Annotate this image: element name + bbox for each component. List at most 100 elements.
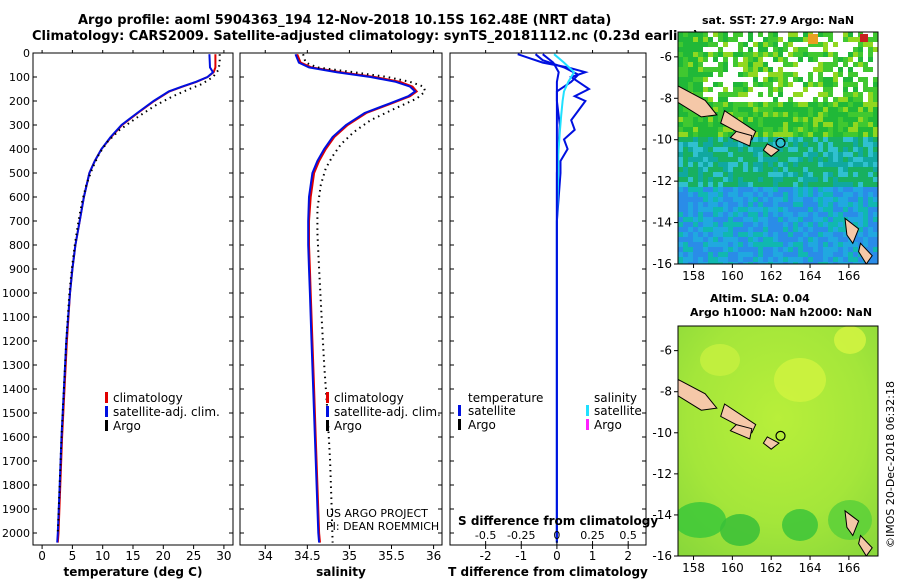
sst-cell [818,117,823,122]
sst-cell [823,232,828,237]
sst-cell [863,122,868,127]
sst-cell [823,112,828,117]
sst-cell [813,47,818,52]
sst-hot-spot [860,34,868,42]
sst-cell [753,62,758,67]
sst-cell [803,32,808,37]
sst-cell [678,207,683,212]
sst-cell [868,227,873,232]
sst-lat-label: -10 [652,133,672,147]
sst-cell [838,107,843,112]
sst-cell [843,92,848,97]
sst-cell [773,207,778,212]
sst-cell [778,112,783,117]
sst-cell [778,72,783,77]
sst-cell [703,162,708,167]
sst-cell [793,42,798,47]
sst-cell [858,187,863,192]
sst-cell [788,202,793,207]
sst-cell [863,137,868,142]
sst-cell [728,202,733,207]
sst-cell [873,237,878,242]
sst-cell [723,57,728,62]
sst-cell [873,102,878,107]
sst-lat-label: -16 [652,257,672,271]
temperature-xtick-label: 10 [95,549,110,563]
sst-cell [828,32,833,37]
sst-cell [738,82,743,87]
sla-lat-label: -6 [660,344,672,358]
sst-cell [858,97,863,102]
sst-cell [838,42,843,47]
sst-cell [813,122,818,127]
sst-cell [728,152,733,157]
sst-cell [688,262,693,264]
sst-cell [863,157,868,162]
sst-cell [783,147,788,152]
sst-cell [688,227,693,232]
sst-cell [858,197,863,202]
sst-cell [858,77,863,82]
sst-cell [873,72,878,77]
sst-cell [703,187,708,192]
sst-cell [698,137,703,142]
sst-cell [788,212,793,217]
sst-cell [838,162,843,167]
difference-legend: temperature salinitysatelliteArgosatellit… [458,391,658,545]
sst-cell [708,192,713,197]
sst-cell [853,187,858,192]
sst-cell [833,167,838,172]
sst-cell [768,247,773,252]
sst-cell [773,32,778,37]
sst-cell [683,262,688,264]
sst-cell [838,137,843,142]
sst-cell [828,167,833,172]
sst-cell [763,192,768,197]
sst-cell [813,217,818,222]
sst-cell [703,257,708,262]
sst-cell [788,62,793,67]
depth-tick-label: 1200 [2,335,30,348]
sst-cell [823,177,828,182]
depth-tick-label: 1600 [2,431,30,444]
sst-cell [773,202,778,207]
sst-cell [858,52,863,57]
depth-tick-label: 2000 [2,527,30,540]
sst-cell [783,217,788,222]
sst-cell [843,132,848,137]
sst-cell [768,257,773,262]
sst-cell [838,77,843,82]
sst-cell [723,167,728,172]
sst-cell [848,162,853,167]
sst-cell [778,92,783,97]
sst-cell [713,252,718,257]
sst-cell [713,177,718,182]
sst-cell [743,72,748,77]
sst-cell [763,152,768,157]
sst-cell [773,162,778,167]
sst-cell [743,157,748,162]
sst-cell [768,202,773,207]
sst-cell [828,162,833,167]
sst-cell [798,182,803,187]
sst-cell [828,102,833,107]
sst-cell [703,197,708,202]
sst-cell [693,62,698,67]
sst-cell [753,97,758,102]
sst-cell [728,52,733,57]
sst-cell [818,142,823,147]
sst-cell [773,112,778,117]
sst-cell [753,72,758,77]
sst-cell [773,127,778,132]
temperature-series-group [56,54,221,543]
sst-cell [803,257,808,262]
sst-cell [803,247,808,252]
sst-cell [778,132,783,137]
sst-cell [718,42,723,47]
sst-cell [708,252,713,257]
sst-cell [813,212,818,217]
sst-cell [693,167,698,172]
sst-map-title: sat. SST: 27.9 Argo: NaN [702,14,855,27]
sst-cell [733,152,738,157]
sst-cell [798,197,803,202]
